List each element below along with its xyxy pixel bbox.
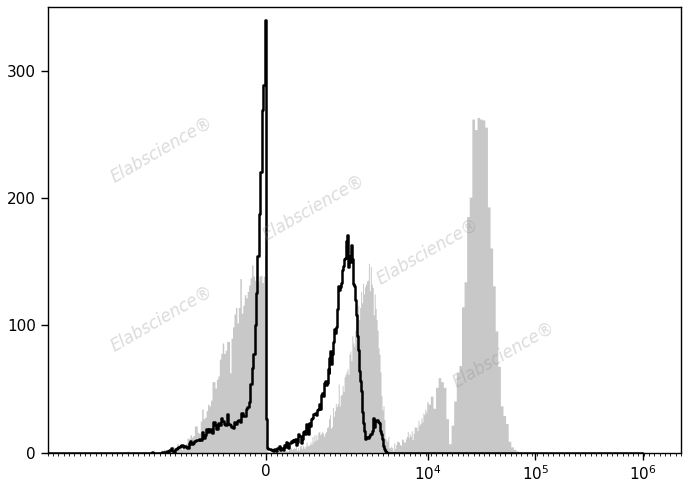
Text: Elabscience®: Elabscience®	[107, 282, 216, 355]
Text: Elabscience®: Elabscience®	[449, 318, 558, 391]
Text: Elabscience®: Elabscience®	[259, 171, 368, 244]
Text: Elabscience®: Elabscience®	[107, 113, 216, 186]
Text: Elabscience®: Elabscience®	[374, 216, 482, 289]
